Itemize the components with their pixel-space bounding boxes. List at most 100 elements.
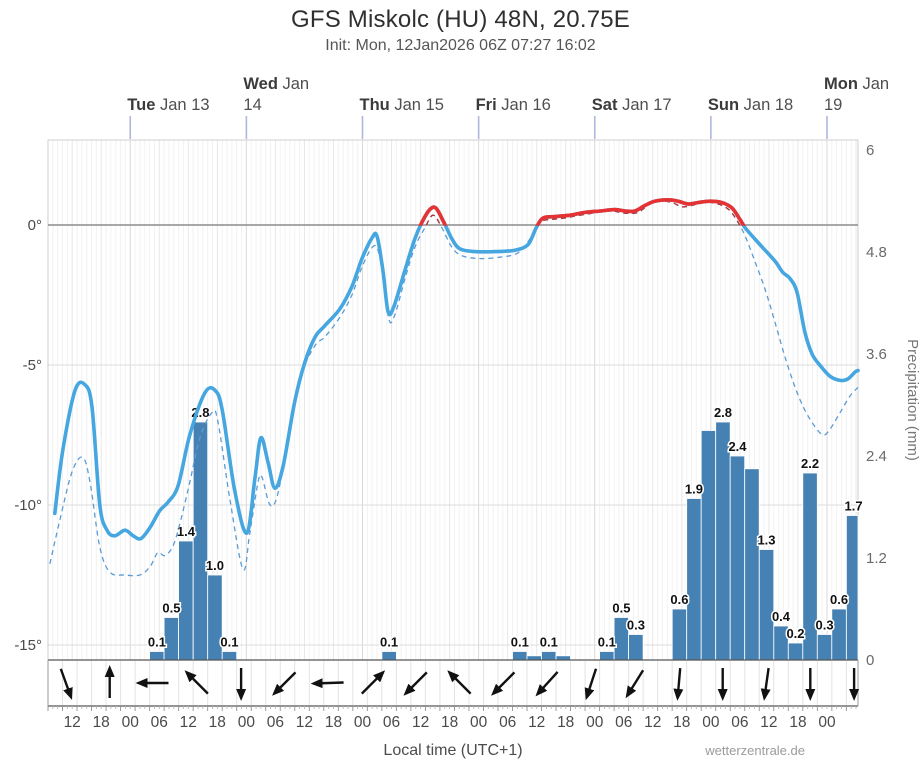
hour-tick-label: 18: [441, 714, 458, 731]
precip-bar: [729, 455, 746, 661]
hour-tick-label: 00: [470, 714, 488, 731]
precip-value-label: 0.1: [598, 635, 616, 650]
day-label: Mon Jan: [824, 75, 889, 93]
hour-tick-label: 06: [267, 714, 284, 731]
day-label-line2: 14: [243, 96, 261, 114]
precip-tick-label: 6: [866, 142, 874, 159]
hour-tick-label: 18: [557, 714, 574, 731]
dewpoint-line: [49, 200, 859, 577]
precip-value-label: 0.5: [612, 601, 630, 616]
precip-value-label: 1.0: [206, 558, 224, 573]
hour-tick-label: 00: [354, 714, 372, 731]
wind-arrow: [59, 668, 73, 700]
precip-value-label: 0.4: [772, 609, 791, 624]
hour-tick-label: 06: [731, 714, 748, 731]
x-axis: 12 18 00 06 12 18 00 06 12 18 00 06 12 18 00 06 12 18 00 06…: [47, 706, 857, 731]
hour-tick-label: 00: [702, 714, 720, 731]
hour-tick-label: 06: [151, 714, 168, 731]
wind-arrow: [447, 670, 472, 695]
hour-tick-label: 18: [93, 714, 110, 731]
day-label: Fri Jan 16: [476, 96, 551, 114]
day-label: Thu Jan 15: [360, 96, 444, 114]
precip-tick-label: 3.6: [866, 346, 887, 363]
wind-arrow: [184, 670, 209, 695]
precip-bar: [686, 498, 702, 661]
precip-bar: [541, 651, 557, 661]
day-label: Tue Jan 13: [127, 96, 209, 114]
hour-tick-label: 00: [122, 714, 140, 731]
hour-tick-label: 06: [383, 714, 400, 731]
precip-bar: [715, 421, 731, 661]
wind-arrow: [535, 671, 559, 697]
precip-tick-label: 0: [866, 652, 874, 669]
day-label: Wed Jan: [243, 75, 309, 93]
hour-tick-label: 18: [673, 714, 690, 731]
precip-value-label: 2.2: [801, 456, 819, 471]
precip-bar: [149, 651, 165, 661]
hour-tick-label: 00: [238, 714, 256, 731]
wind-arrows: [59, 665, 860, 701]
wind-arrow: [310, 678, 344, 689]
precip-value-label: 0.1: [148, 635, 166, 650]
precip-bar: [846, 515, 859, 661]
hour-tick-label: 18: [325, 714, 342, 731]
wind-arrow: [272, 671, 297, 696]
hour-tick-label: 00: [586, 714, 604, 731]
precip-bar: [744, 468, 760, 661]
precip-value-label: 1.7: [845, 499, 863, 514]
wind-arrow: [403, 671, 428, 696]
hour-tick-label: 06: [615, 714, 632, 731]
precip-value-label: 2.8: [714, 405, 732, 420]
precip-bar: [381, 651, 397, 661]
precip-bar: [671, 608, 688, 661]
precip-bar: [599, 651, 615, 661]
precip-value-label: 0.3: [627, 618, 645, 633]
precip-bar: [816, 634, 833, 661]
hour-tick-label: 12: [644, 714, 661, 731]
wind-arrow: [673, 667, 684, 701]
hour-tick-label: 18: [209, 714, 226, 731]
watermark: wetterzentrale.de: [705, 743, 805, 758]
temperature-axis-labels: 0° -5° -10° -15°: [14, 217, 42, 654]
wind-arrow: [584, 668, 598, 701]
day-label-line2: 19: [824, 96, 842, 114]
wind-strip: [47, 659, 859, 707]
hour-tick-label: 12: [64, 714, 81, 731]
precip-value-label: 1.3: [757, 533, 775, 548]
precipitation-axis-labels: 6 4.8 3.6 2.4 1.2 0 Precipitation (mm): [866, 142, 921, 669]
hour-tick-label: 06: [499, 714, 516, 731]
precip-value-label: 0.3: [816, 618, 834, 633]
chart-title: GFS Miskolc (HU) 48N, 20.75E: [290, 6, 631, 33]
precip-axis-title: Precipitation (mm): [904, 339, 921, 461]
precip-bar: [163, 617, 180, 661]
day-label: Sat Jan 17: [592, 96, 672, 114]
day-labels: Tue Jan 13 Wed Jan 14 Thu Jan 15 Fri Jan 16 S…: [127, 75, 889, 139]
precip-value-label: 0.1: [511, 635, 529, 650]
hour-tick-label: 00: [818, 714, 836, 731]
chart-subtitle: Init: Mon, 12Jan2026 06Z 07:27 16:02: [325, 37, 596, 54]
precip-value-label: 1.9: [685, 482, 703, 497]
temp-tick-label: 0°: [28, 217, 42, 234]
precip-bar: [178, 540, 194, 661]
x-axis-title: Local time (UTC+1): [383, 742, 523, 759]
hour-tick-label: 12: [180, 714, 197, 731]
precip-tick-label: 1.2: [866, 550, 887, 567]
precip-value-label: 0.6: [830, 592, 848, 607]
precip-tick-label: 2.4: [866, 448, 887, 465]
precip-bar: [221, 651, 238, 661]
temp-tick-label: -10°: [14, 497, 42, 514]
precip-value-label: 0.5: [162, 601, 180, 616]
precip-value-label: 0.1: [220, 635, 238, 650]
precip-bar-labels: 0.1 0.5 1.4 2.8 1.0 0.1 0.1 0.1 0.1 0.1 0.5 0.3 0.6 1…: [146, 404, 864, 652]
hour-tick-label: 12: [760, 714, 777, 731]
temp-tick-label: -5°: [23, 357, 42, 374]
precip-bar: [787, 642, 804, 661]
hour-tick-label: 12: [296, 714, 313, 731]
wind-arrow: [625, 669, 645, 699]
hour-tick-label: 12: [412, 714, 429, 731]
precip-bar: [831, 608, 847, 661]
precip-value-label: 0.6: [670, 592, 688, 607]
wind-arrow: [491, 671, 516, 696]
